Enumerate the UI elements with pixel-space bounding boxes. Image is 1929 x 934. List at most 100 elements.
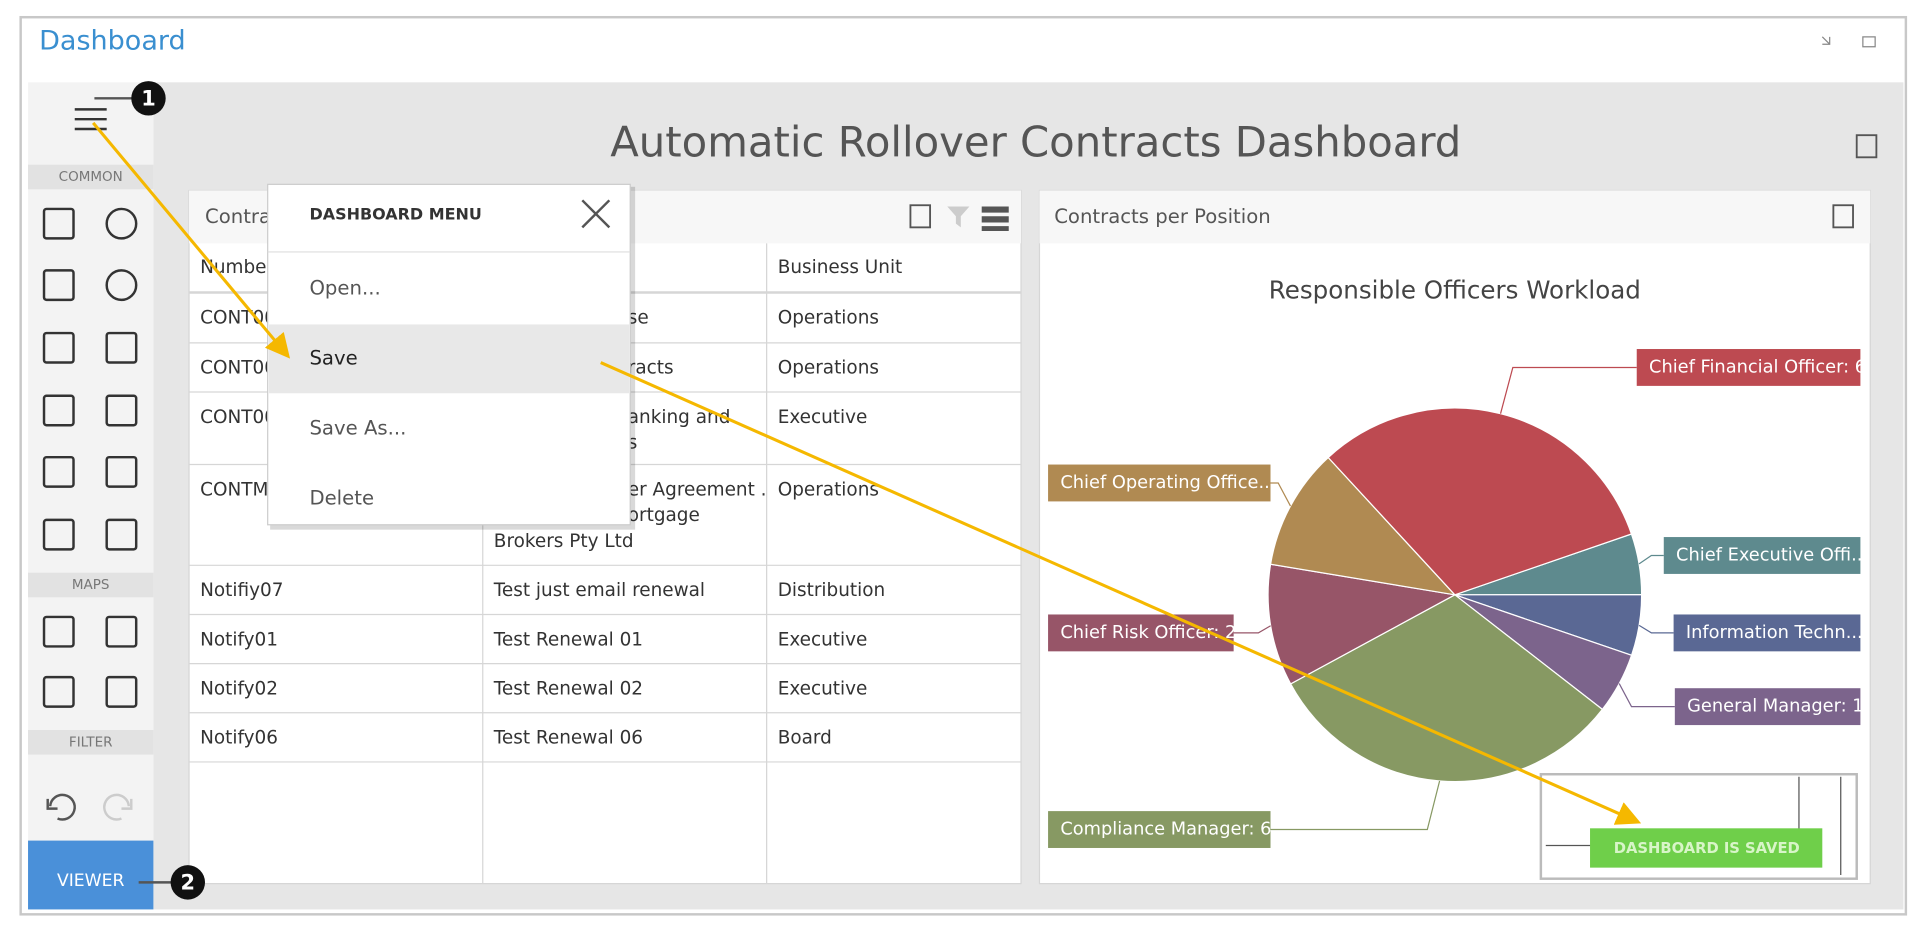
pie-slice: [1289, 594, 1604, 783]
cell-text: ortgage: [628, 505, 700, 526]
leader-line: [1233, 625, 1271, 634]
callout-badge: [131, 81, 166, 116]
menu-item[interactable]: Open...: [309, 276, 380, 299]
slice-label: Chief Financial Officer: 6: [1649, 356, 1866, 377]
undo-icon[interactable]: [46, 793, 76, 821]
toast-text: DASHBOARD IS SAVED: [1614, 840, 1800, 857]
menu-item[interactable]: Save As...: [309, 416, 406, 439]
section-label: MAPS: [72, 577, 110, 593]
toolbar-icon[interactable]: [105, 455, 138, 488]
cell-text: Test Renewal 02: [493, 678, 643, 699]
chart-title: Responsible Officers Workload: [1269, 275, 1641, 304]
pie-panel-header: [1039, 190, 1871, 244]
slice-label-box: [1048, 811, 1271, 848]
toolbar-icon[interactable]: [42, 675, 75, 708]
callout-badge: [170, 865, 206, 900]
app-title: Dashboard: [39, 25, 186, 56]
toolbar-icon[interactable]: [42, 615, 75, 648]
cell-text: Notifiy07: [200, 580, 283, 601]
cell-text: racts: [628, 358, 674, 379]
cell-text: Brokers Pty Ltd: [494, 531, 634, 552]
toast: [1590, 828, 1823, 868]
section-header: [28, 729, 154, 755]
annotation-arrow: [600, 361, 1642, 825]
slice-label: General Manager: 1: [1687, 696, 1863, 717]
toolbar-icon[interactable]: [105, 518, 138, 551]
viewer-label: VIEWER: [57, 871, 125, 891]
slice-label-box: [1663, 537, 1861, 574]
slice-label: Information Techn...: [1686, 622, 1863, 643]
layout-icon[interactable]: [981, 206, 1009, 232]
toolbar-icon[interactable]: [42, 394, 75, 427]
slice-label-box: [1673, 614, 1861, 652]
slice-label-box: [1048, 464, 1271, 502]
cell-text: Test Renewal 06: [493, 728, 643, 749]
close-icon[interactable]: [581, 199, 611, 229]
toolbar-icon[interactable]: [105, 207, 138, 240]
callout-number: 2: [181, 871, 196, 895]
toolbar-icon[interactable]: [105, 675, 138, 708]
cell-text: CONTM: [200, 479, 268, 500]
column-header: Business Unit: [778, 257, 903, 278]
cell-text: Operations: [778, 479, 879, 500]
section-header: [28, 572, 154, 598]
slice-label: Chief Risk Officer: 2: [1060, 622, 1236, 643]
slice-label-box: [1636, 349, 1861, 386]
cell-text: Notify06: [200, 728, 278, 749]
cell-text: Executive: [778, 678, 868, 699]
hamburger-icon[interactable]: [74, 108, 107, 131]
cell-text: Board: [778, 728, 832, 749]
leader-line: [1270, 780, 1441, 831]
leader-line: [1270, 482, 1292, 507]
cell-text: er Agreement .: [628, 479, 767, 500]
cell-text: s: [628, 433, 638, 454]
cell-text: Test just email renewal: [493, 580, 705, 601]
toolbar-icon[interactable]: [42, 455, 75, 488]
pie-slice: [1269, 456, 1457, 596]
leader-line: [1618, 683, 1675, 708]
slice-label-box: [1048, 614, 1234, 652]
cell-text: CONT00: [200, 307, 276, 328]
cell-text: Distribution: [778, 580, 885, 601]
pie-slice: [1267, 563, 1457, 685]
cell-text: CONT00: [200, 407, 276, 428]
cell-text: Notify01: [200, 629, 278, 650]
panel-icon[interactable]: [1832, 204, 1854, 229]
menu-item[interactable]: Delete: [309, 486, 374, 509]
toolbar-icon[interactable]: [105, 269, 138, 302]
viewer-button[interactable]: [28, 840, 154, 910]
toolbar-icon[interactable]: [105, 394, 138, 427]
toolbar-icon[interactable]: [42, 331, 75, 364]
cell-text: anking and: [628, 407, 731, 428]
leader-line: [1638, 624, 1674, 634]
pie-panel-title: Contracts per Position: [1054, 205, 1270, 228]
cell-text: Test Renewal 01: [493, 629, 643, 650]
cell-text: Operations: [778, 307, 879, 328]
menu-item[interactable]: Save: [309, 346, 357, 369]
dashboard-title: Automatic Rollover Contracts Dashboard: [610, 118, 1461, 167]
cell-text: se: [628, 307, 649, 328]
section-label: COMMON: [59, 169, 123, 185]
slice-label: Chief Operating Office...: [1060, 472, 1275, 493]
redo-icon: [103, 793, 133, 821]
cell-text: Operations: [778, 358, 879, 379]
toolbar-icon[interactable]: [42, 518, 75, 551]
menu-title: DASHBOARD MENU: [309, 205, 481, 224]
sidebar: [28, 82, 154, 910]
window-controls: [1821, 36, 1876, 48]
toolbar-icon[interactable]: [42, 207, 75, 240]
export-icon[interactable]: [1855, 134, 1878, 159]
menu-item-highlight: [268, 324, 629, 394]
toolbar-icon[interactable]: [105, 615, 138, 648]
slice-label: Compliance Manager: 6: [1060, 819, 1271, 840]
toolbar-icon[interactable]: [105, 331, 138, 364]
slice-label-box: [1674, 688, 1861, 726]
panel-icon[interactable]: [909, 204, 932, 229]
callout-number: 1: [141, 87, 156, 111]
leader-line: [1499, 366, 1637, 414]
toolbar-icon[interactable]: [42, 269, 75, 302]
filter-icon: [947, 206, 970, 228]
cell-text: Executive: [778, 407, 868, 428]
cell-text: CONT00: [200, 358, 276, 379]
